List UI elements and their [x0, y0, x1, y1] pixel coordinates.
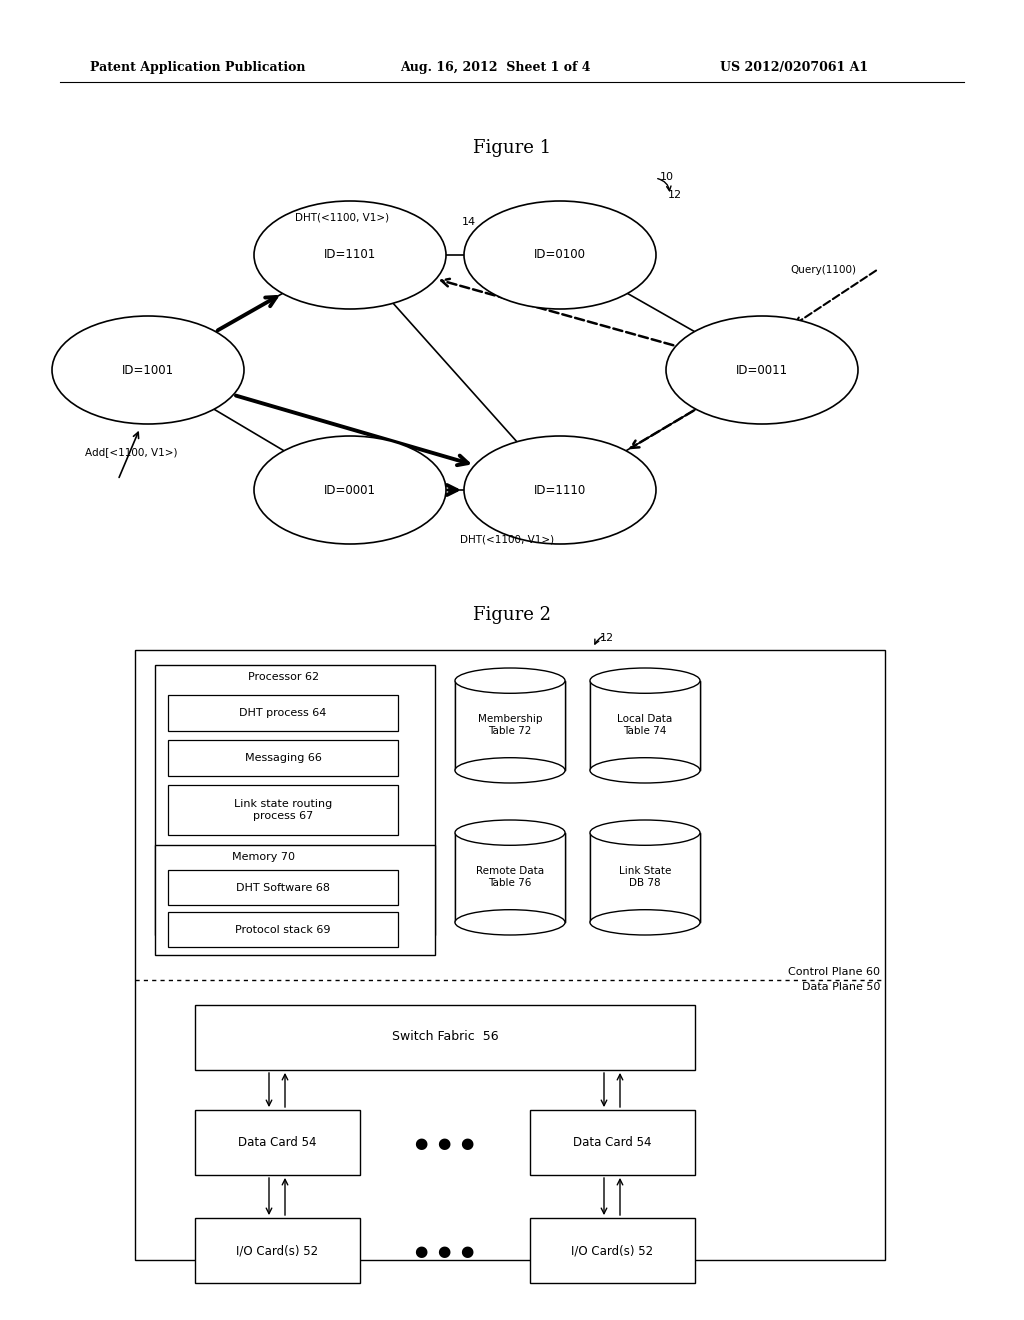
Ellipse shape	[254, 201, 446, 309]
Text: Protocol stack 69: Protocol stack 69	[236, 925, 331, 935]
Bar	[195, 1005, 695, 1071]
Text: Switch Fabric  56: Switch Fabric 56	[392, 1031, 499, 1044]
Bar	[590, 681, 700, 771]
Bar	[155, 665, 435, 935]
Ellipse shape	[455, 668, 565, 693]
Text: ID=1101: ID=1101	[324, 248, 376, 261]
Text: I/O Card(s) 52: I/O Card(s) 52	[571, 1245, 653, 1258]
Ellipse shape	[590, 668, 700, 693]
Text: Control Plane 60: Control Plane 60	[788, 968, 880, 977]
Text: Processor 62: Processor 62	[248, 672, 319, 682]
Ellipse shape	[455, 909, 565, 935]
Bar	[195, 1110, 360, 1175]
Bar	[591, 833, 699, 923]
Text: 12: 12	[600, 634, 614, 643]
Ellipse shape	[590, 909, 700, 935]
Text: Data Card 54: Data Card 54	[572, 1137, 651, 1150]
Bar	[168, 696, 398, 731]
Bar	[455, 681, 565, 771]
Ellipse shape	[590, 820, 700, 845]
Text: DHT Software 68: DHT Software 68	[236, 883, 330, 894]
Text: I/O Card(s) 52: I/O Card(s) 52	[236, 1245, 318, 1258]
Text: Data Card 54: Data Card 54	[238, 1137, 316, 1150]
Ellipse shape	[666, 315, 858, 424]
Bar	[530, 1110, 695, 1175]
Text: Patent Application Publication: Patent Application Publication	[90, 62, 305, 74]
Text: ID=1110: ID=1110	[534, 483, 586, 496]
Bar	[135, 649, 885, 1261]
Ellipse shape	[455, 758, 565, 783]
Text: Figure 2: Figure 2	[473, 606, 551, 624]
Bar	[168, 912, 398, 946]
Ellipse shape	[52, 315, 244, 424]
Text: Membership
Table 72: Membership Table 72	[478, 714, 543, 735]
Text: Link state routing
process 67: Link state routing process 67	[233, 799, 332, 821]
Bar	[456, 833, 564, 923]
Ellipse shape	[590, 758, 700, 783]
Text: Link State
DB 78: Link State DB 78	[618, 866, 671, 888]
Bar	[530, 1218, 695, 1283]
Text: ID=0011: ID=0011	[736, 363, 788, 376]
Ellipse shape	[254, 436, 446, 544]
Bar	[168, 870, 398, 906]
Text: ●  ●  ●: ● ● ●	[416, 1243, 475, 1258]
Text: ID=1001: ID=1001	[122, 363, 174, 376]
Bar	[591, 681, 699, 771]
Text: ●  ●  ●: ● ● ●	[416, 1135, 475, 1151]
Text: ID=0100: ID=0100	[534, 248, 586, 261]
Bar	[455, 833, 565, 923]
Text: 14: 14	[462, 216, 476, 227]
Text: Remote Data
Table 76: Remote Data Table 76	[476, 866, 544, 888]
Bar	[168, 741, 398, 776]
Text: DHT(<1100, V1>): DHT(<1100, V1>)	[460, 535, 554, 545]
Text: Add[<1100, V1>): Add[<1100, V1>)	[85, 447, 177, 457]
Text: Messaging 66: Messaging 66	[245, 752, 322, 763]
Text: US 2012/0207061 A1: US 2012/0207061 A1	[720, 62, 868, 74]
Bar	[155, 845, 435, 954]
Bar	[590, 833, 700, 923]
Text: Data Plane 50: Data Plane 50	[802, 982, 880, 993]
Text: Memory 70: Memory 70	[232, 851, 295, 862]
Text: Local Data
Table 74: Local Data Table 74	[617, 714, 673, 735]
Bar	[168, 785, 398, 836]
Text: 10: 10	[660, 172, 674, 182]
Text: DHT(<1100, V1>): DHT(<1100, V1>)	[295, 213, 389, 223]
Text: DHT process 64: DHT process 64	[240, 708, 327, 718]
Ellipse shape	[464, 201, 656, 309]
Ellipse shape	[455, 820, 565, 845]
Text: Aug. 16, 2012  Sheet 1 of 4: Aug. 16, 2012 Sheet 1 of 4	[400, 62, 591, 74]
Bar	[456, 681, 564, 771]
Bar	[195, 1218, 360, 1283]
Text: ID=0001: ID=0001	[324, 483, 376, 496]
Text: Query(1100): Query(1100)	[790, 265, 856, 275]
Text: 12: 12	[668, 190, 682, 201]
Text: Figure 1: Figure 1	[473, 139, 551, 157]
Ellipse shape	[464, 436, 656, 544]
